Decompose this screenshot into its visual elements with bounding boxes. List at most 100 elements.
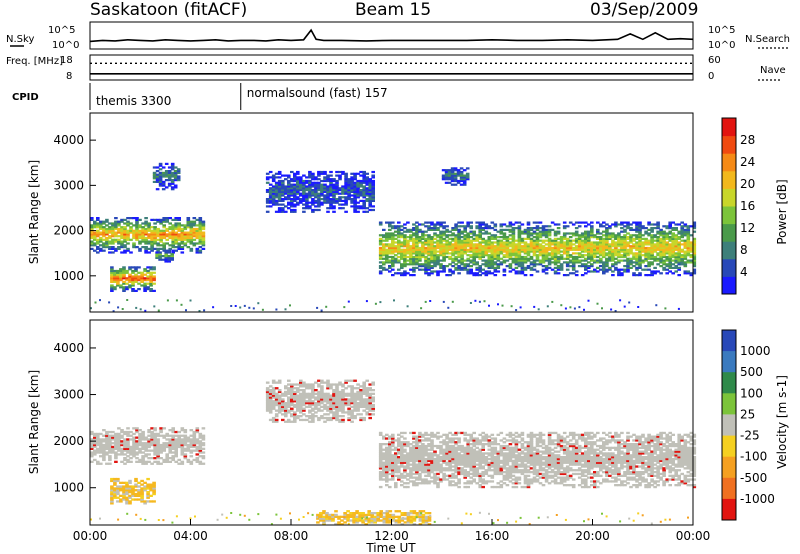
heat-cell: [344, 398, 348, 401]
heat-cell: [138, 432, 142, 436]
heat-cell: [656, 232, 660, 235]
heat-cell: [523, 228, 528, 231]
heat-cell: [344, 187, 348, 190]
heat-cell: [350, 183, 354, 186]
heat-cell: [173, 166, 178, 169]
heat-cell: [268, 198, 273, 201]
heat-cell: [116, 279, 120, 282]
heat-cell: [296, 416, 300, 420]
heat-cell: [665, 257, 669, 260]
heat-cell: [132, 453, 136, 456]
heat-cell: [277, 187, 282, 190]
heat-cell: [409, 480, 413, 483]
heat-cell: [599, 261, 603, 264]
heat-cell: [608, 225, 612, 228]
heat-cell: [195, 229, 200, 232]
heat-cell: [149, 500, 153, 503]
heat-cell: [128, 277, 132, 280]
heat-cell: [271, 189, 276, 192]
heat-cell: [274, 394, 279, 397]
heat-cell: [638, 241, 642, 244]
power-colorbar-tick: 4: [740, 265, 748, 279]
heat-cell: [602, 266, 606, 269]
heat-cell: [397, 246, 401, 250]
heat-cell: [265, 407, 270, 410]
heat-cell: [140, 277, 144, 280]
heat-cell: [143, 269, 147, 273]
heat-cell: [195, 236, 200, 240]
heat-cell: [397, 228, 401, 231]
heat-cell: [344, 403, 348, 407]
heat-cell: [671, 250, 675, 253]
heat-cell: [442, 248, 446, 251]
heat-cell: [311, 420, 315, 423]
heat-cell: [544, 268, 549, 271]
heat-cell: [487, 265, 492, 268]
heat-cell: [421, 263, 425, 266]
heat-cell: [168, 434, 172, 437]
heat-cell: [347, 198, 351, 201]
heat-cell: [177, 438, 181, 441]
heat-cell: [320, 398, 324, 401]
heat-cell: [590, 225, 594, 228]
heat-cell: [415, 227, 419, 230]
heat-cell: [391, 243, 395, 246]
heat-cell: [356, 398, 360, 401]
heat-cell: [469, 241, 473, 244]
heat-cell: [568, 245, 573, 248]
heat-cell: [180, 429, 185, 432]
heat-cell: [183, 438, 188, 441]
heat-cell: [550, 221, 555, 224]
heat-cell: [365, 179, 369, 183]
heat-cell: [614, 234, 618, 237]
heat-cell: [293, 418, 297, 422]
heat-cell: [365, 398, 369, 401]
heat-cell: [332, 394, 336, 397]
heat-cell: [547, 246, 552, 250]
heat-cell: [680, 239, 684, 242]
heat-cell: [167, 177, 172, 180]
heat-cell: [144, 222, 148, 225]
heat-cell: [400, 232, 404, 235]
heat-speckle: [198, 310, 201, 312]
heat-cell: [117, 227, 121, 231]
heat-cell: [427, 261, 431, 264]
heat-cell: [427, 254, 431, 257]
heat-cell: [152, 289, 156, 292]
heat-cell: [547, 257, 552, 260]
heat-cell: [502, 254, 507, 257]
heat-cell: [511, 268, 516, 271]
heat-cell: [186, 240, 191, 243]
heat-cell: [125, 502, 129, 505]
heat-cell: [463, 252, 467, 255]
heat-cell: [128, 494, 132, 497]
heat-cell: [171, 429, 175, 432]
heat-cell: [323, 178, 327, 181]
heat-cell: [201, 438, 206, 441]
heat-cell: [168, 440, 172, 443]
heat-cell: [162, 236, 166, 240]
heat-cell: [134, 266, 138, 269]
heat-cell: [415, 228, 419, 231]
heat-cell: [496, 263, 501, 266]
heat-cell: [180, 453, 185, 456]
heat-cell: [320, 409, 324, 412]
heat-cell: [680, 234, 684, 237]
heat-cell: [90, 224, 94, 227]
heat-cell: [305, 402, 309, 405]
heat-cell: [526, 228, 531, 231]
heat-cell: [647, 239, 651, 242]
heat-cell: [365, 392, 369, 395]
heat-cell: [529, 248, 534, 251]
heat-cell: [529, 237, 534, 240]
heat-cell: [532, 250, 537, 253]
heat-cell: [444, 174, 449, 177]
heat-cell: [641, 234, 645, 237]
heat-cell: [623, 270, 627, 273]
heat-cell: [611, 234, 615, 237]
heat-cell: [299, 381, 303, 384]
heat-cell: [638, 248, 642, 251]
heat-cell: [125, 487, 129, 490]
heat-cell: [146, 271, 150, 274]
heat-cell: [544, 232, 549, 235]
